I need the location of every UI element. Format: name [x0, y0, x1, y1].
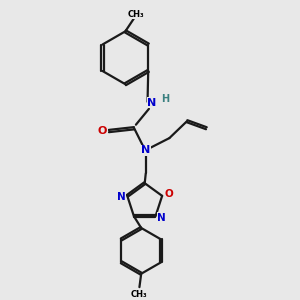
Text: H: H	[161, 94, 169, 104]
Text: CH₃: CH₃	[127, 10, 144, 19]
Text: N: N	[117, 192, 125, 202]
Text: N: N	[147, 98, 156, 107]
Text: N: N	[158, 213, 166, 223]
Text: CH₃: CH₃	[131, 290, 148, 299]
Text: O: O	[98, 126, 107, 136]
Text: O: O	[164, 189, 173, 199]
Text: N: N	[141, 145, 150, 155]
